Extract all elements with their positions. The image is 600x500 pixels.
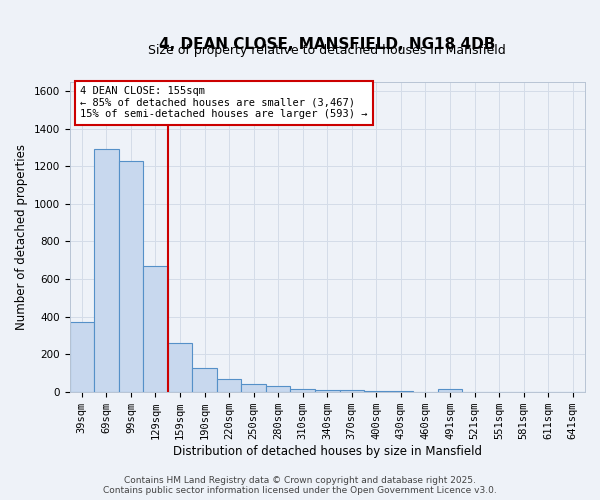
Y-axis label: Number of detached properties: Number of detached properties	[15, 144, 28, 330]
Bar	[438, 390, 462, 392]
Text: 4 DEAN CLOSE: 155sqm
← 85% of detached houses are smaller (3,467)
15% of semi-de: 4 DEAN CLOSE: 155sqm ← 85% of detached h…	[80, 86, 367, 120]
Bar	[143, 266, 168, 392]
Bar	[315, 390, 340, 392]
Bar	[94, 149, 119, 392]
Text: 4, DEAN CLOSE, MANSFIELD, NG18 4DB: 4, DEAN CLOSE, MANSFIELD, NG18 4DB	[159, 37, 496, 52]
Title: Size of property relative to detached houses in Mansfield: Size of property relative to detached ho…	[148, 44, 506, 57]
Bar	[217, 378, 241, 392]
Bar	[266, 386, 290, 392]
Bar	[290, 388, 315, 392]
Bar	[119, 160, 143, 392]
Bar	[241, 384, 266, 392]
X-axis label: Distribution of detached houses by size in Mansfield: Distribution of detached houses by size …	[173, 444, 482, 458]
Text: Contains HM Land Registry data © Crown copyright and database right 2025.
Contai: Contains HM Land Registry data © Crown c…	[103, 476, 497, 495]
Bar	[168, 343, 192, 392]
Bar	[364, 391, 389, 392]
Bar	[192, 368, 217, 392]
Bar	[340, 390, 364, 392]
Bar	[389, 391, 413, 392]
Bar	[70, 322, 94, 392]
